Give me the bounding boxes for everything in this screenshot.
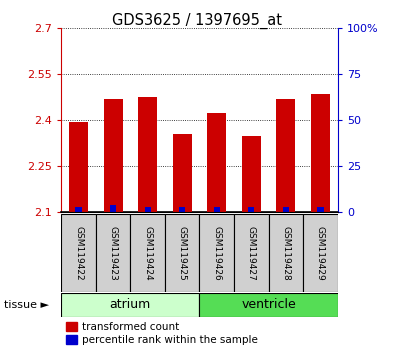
Bar	[145, 207, 151, 212]
Text: GSM119424: GSM119424	[143, 226, 152, 280]
Text: GDS3625 / 1397695_at: GDS3625 / 1397695_at	[113, 12, 282, 29]
Bar	[69, 122, 88, 212]
Bar	[207, 113, 226, 212]
Bar	[61, 214, 96, 292]
Bar	[317, 207, 324, 212]
Text: GSM119422: GSM119422	[74, 226, 83, 280]
Text: GSM119427: GSM119427	[247, 226, 256, 280]
Bar	[242, 136, 261, 212]
Bar	[276, 99, 295, 212]
Bar	[179, 207, 185, 212]
Bar	[214, 207, 220, 212]
Bar	[75, 207, 82, 212]
Bar	[269, 214, 303, 292]
Text: atrium: atrium	[110, 298, 151, 311]
Bar	[138, 97, 157, 212]
Bar	[110, 205, 116, 212]
Bar	[248, 207, 254, 212]
Bar	[311, 94, 330, 212]
Text: GSM119426: GSM119426	[212, 226, 221, 280]
Bar	[173, 134, 192, 212]
Bar	[283, 207, 289, 212]
Text: ventricle: ventricle	[241, 298, 296, 311]
Text: tissue ►: tissue ►	[4, 300, 49, 310]
Bar	[199, 214, 234, 292]
Bar	[130, 214, 165, 292]
Text: GSM119429: GSM119429	[316, 226, 325, 280]
Text: GSM119423: GSM119423	[109, 226, 118, 280]
Legend: transformed count, percentile rank within the sample: transformed count, percentile rank withi…	[66, 322, 258, 345]
Bar	[165, 214, 199, 292]
Bar	[103, 99, 122, 212]
Bar	[61, 293, 199, 317]
Text: GSM119428: GSM119428	[281, 226, 290, 280]
Text: GSM119425: GSM119425	[178, 226, 187, 280]
Bar	[234, 214, 269, 292]
Bar	[199, 293, 338, 317]
Bar	[303, 214, 338, 292]
Bar	[96, 214, 130, 292]
